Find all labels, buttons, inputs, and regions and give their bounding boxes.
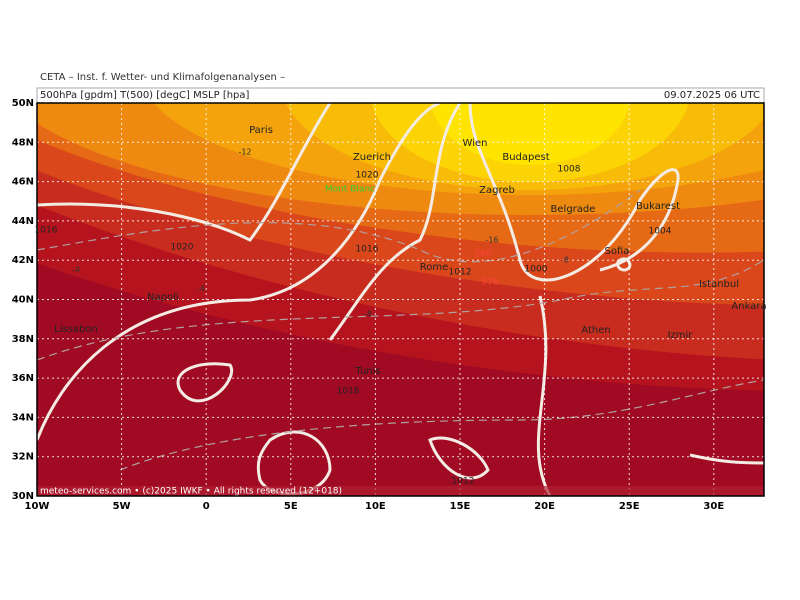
lon-label: 5E <box>284 501 298 512</box>
landmark-label: Mont Blanc <box>325 185 375 195</box>
map-frame <box>36 102 765 497</box>
pressure-label: 1012 <box>452 477 475 487</box>
institute: CETA – Inst. f. Wetter- und Klimafolgena… <box>40 72 285 83</box>
grid <box>37 103 764 496</box>
lat-label: 34N <box>12 412 34 423</box>
lat-label: 30N <box>12 491 34 502</box>
temperature-label: -4 <box>197 285 205 294</box>
pressure-label: 1016 <box>356 245 379 255</box>
city-label: Napoli <box>147 292 179 303</box>
lon-label: 0 <box>203 501 210 512</box>
temperature-label: -12 <box>238 148 251 157</box>
city-label: Tunis <box>354 366 380 377</box>
lat-label: 48N <box>12 137 34 148</box>
pressure-label: 1000 <box>525 265 548 275</box>
city-label: Sofia <box>605 246 630 257</box>
lon-label: 5W <box>113 501 131 512</box>
lat-label: 46N <box>12 177 34 188</box>
pressure-label: 1016 <box>337 387 360 397</box>
city-label: Izmir <box>668 330 694 341</box>
city-label: Ankara <box>731 301 766 312</box>
lon-label: 20E <box>534 501 555 512</box>
valid-time: 09.07.2025 06 UTC <box>664 90 760 101</box>
city-label: Belgrade <box>551 204 596 215</box>
city-label: Lissabon <box>54 324 98 335</box>
height-label: 568 <box>474 250 491 260</box>
lat-label: 36N <box>12 373 34 384</box>
temperature-label: -4 <box>72 266 80 275</box>
lon-label: 10E <box>365 501 386 512</box>
temperature-label: -8 <box>561 256 569 265</box>
lat-label: 40N <box>12 295 34 306</box>
pressure-label: 1008 <box>558 165 581 175</box>
pressure-label: 1004 <box>649 227 672 237</box>
lat-label: 32N <box>12 452 34 463</box>
city-label: Paris <box>249 125 273 136</box>
lat-label: 42N <box>12 255 34 266</box>
lon-label: 15E <box>450 501 471 512</box>
map-field <box>37 103 764 496</box>
city-label: Budapest <box>502 152 549 163</box>
city-label: Istanbul <box>699 279 739 290</box>
lat-label: 38N <box>12 334 34 345</box>
footer: meteo-services.com • (c)2025 IWKF • All … <box>40 487 342 497</box>
fields: 500hPa [gpdm] T(500) [degC] MSLP [hpa] <box>40 90 250 101</box>
pressure-label: 1020 <box>171 243 194 253</box>
city-label: Wien <box>463 138 488 149</box>
city-label: Rome <box>420 262 449 273</box>
pressure-label: 1020 <box>356 171 379 181</box>
lat-label: 50N <box>12 98 34 109</box>
pressure-label: 1012 <box>449 268 472 278</box>
pressure-label: 1016 <box>35 226 58 236</box>
city-label: Bukarest <box>636 201 680 212</box>
city-label: Athen <box>581 325 610 336</box>
temperature-label: -16 <box>485 236 498 245</box>
lon-label: 10W <box>25 501 50 512</box>
lon-label: 25E <box>619 501 640 512</box>
height-label: 576 <box>481 278 498 288</box>
city-label: Zagreb <box>479 185 515 196</box>
city-label: Zuerich <box>353 152 391 163</box>
lat-label: 44N <box>12 216 34 227</box>
lon-label: 30E <box>703 501 724 512</box>
temperature-label: -8 <box>364 310 372 319</box>
